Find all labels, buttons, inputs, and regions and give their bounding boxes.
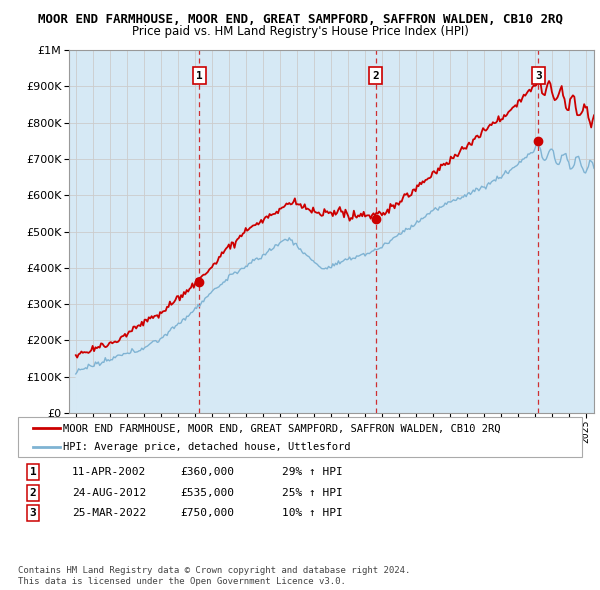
Text: 3: 3 — [535, 71, 542, 81]
Text: This data is licensed under the Open Government Licence v3.0.: This data is licensed under the Open Gov… — [18, 577, 346, 586]
Text: 25-MAR-2022: 25-MAR-2022 — [72, 509, 146, 518]
Text: HPI: Average price, detached house, Uttlesford: HPI: Average price, detached house, Uttl… — [63, 442, 350, 452]
Text: 2: 2 — [29, 488, 37, 497]
Text: £750,000: £750,000 — [180, 509, 234, 518]
Text: 1: 1 — [29, 467, 37, 477]
Text: £360,000: £360,000 — [180, 467, 234, 477]
Text: 1: 1 — [196, 71, 203, 81]
Text: 24-AUG-2012: 24-AUG-2012 — [72, 488, 146, 497]
Text: Contains HM Land Registry data © Crown copyright and database right 2024.: Contains HM Land Registry data © Crown c… — [18, 566, 410, 575]
Text: MOOR END FARMHOUSE, MOOR END, GREAT SAMPFORD, SAFFRON WALDEN, CB10 2RQ: MOOR END FARMHOUSE, MOOR END, GREAT SAMP… — [63, 424, 500, 434]
Text: 10% ↑ HPI: 10% ↑ HPI — [282, 509, 343, 518]
Text: £535,000: £535,000 — [180, 488, 234, 497]
Text: 29% ↑ HPI: 29% ↑ HPI — [282, 467, 343, 477]
Text: 11-APR-2002: 11-APR-2002 — [72, 467, 146, 477]
Text: 2: 2 — [372, 71, 379, 81]
Text: 25% ↑ HPI: 25% ↑ HPI — [282, 488, 343, 497]
Text: 3: 3 — [29, 509, 37, 518]
Text: Price paid vs. HM Land Registry's House Price Index (HPI): Price paid vs. HM Land Registry's House … — [131, 25, 469, 38]
Text: MOOR END FARMHOUSE, MOOR END, GREAT SAMPFORD, SAFFRON WALDEN, CB10 2RQ: MOOR END FARMHOUSE, MOOR END, GREAT SAMP… — [37, 13, 563, 26]
